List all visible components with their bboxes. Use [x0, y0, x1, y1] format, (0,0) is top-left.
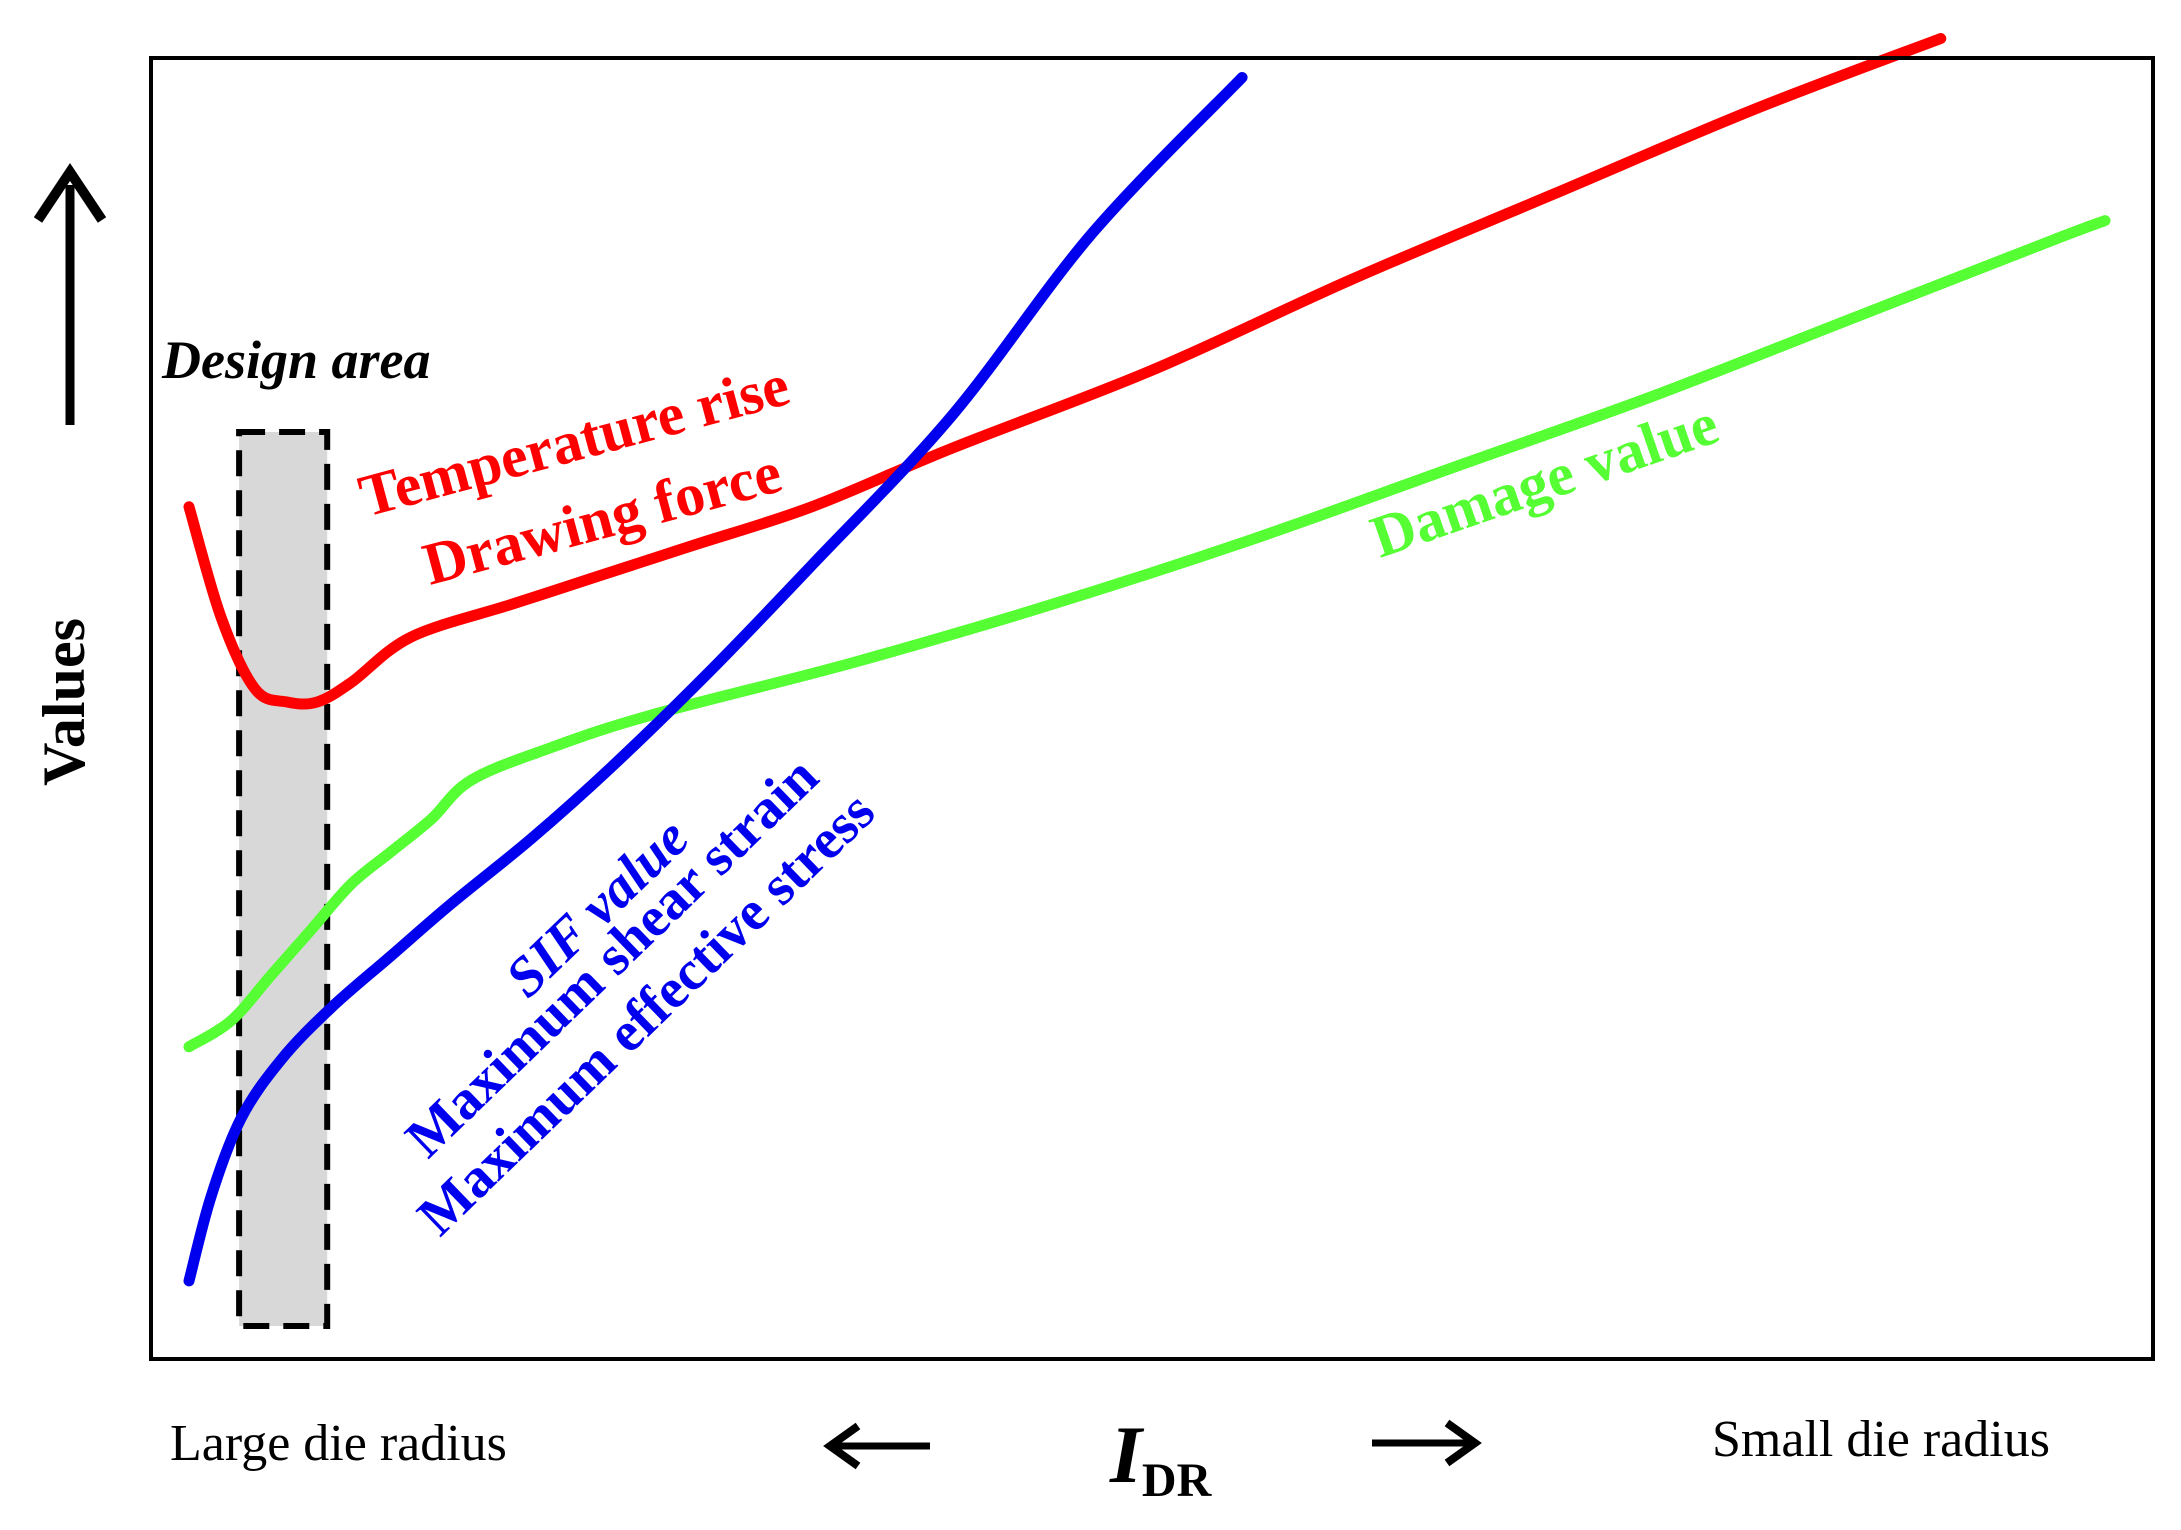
x-axis-label: IDR	[1109, 1409, 1213, 1507]
x-right-label: Small die radius	[1712, 1411, 2050, 1468]
x-axis-label-subscript: DR	[1142, 1454, 1213, 1507]
sif-value-line	[183, 72, 1248, 1287]
y-axis-label: Values	[31, 618, 97, 786]
plot-frame	[149, 56, 2155, 1361]
maximum-shear-strain-label: Maximum shear strain	[394, 745, 830, 1169]
x-left-arrow-head-icon	[823, 1422, 861, 1470]
x-axis-label-main: I	[1109, 1409, 1145, 1500]
design-area-box	[236, 429, 331, 1329]
x-right-arrow-head-icon	[1444, 1419, 1482, 1467]
damage-value-line	[183, 215, 2111, 1053]
design-area-label: Design area	[161, 330, 431, 390]
x-left-label: Large die radius	[170, 1415, 507, 1472]
temperature-rise-drawing-force-line	[183, 33, 1947, 710]
y-axis-arrow-head-icon	[33, 162, 107, 223]
